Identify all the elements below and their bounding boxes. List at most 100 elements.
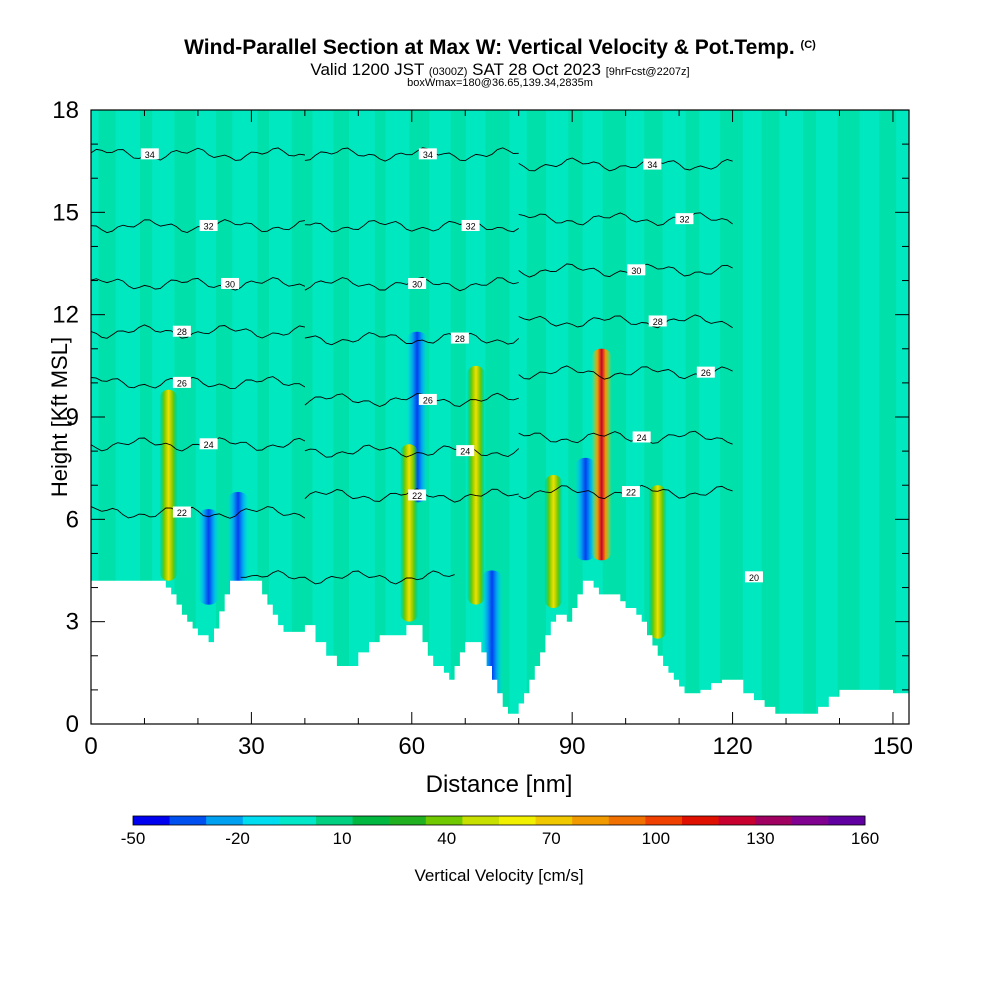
isentrope-34 (91, 147, 305, 161)
weak-updraft-band (526, 110, 546, 724)
updraft-cell (648, 485, 667, 639)
weak-updraft-band (685, 110, 700, 724)
isentrope-28 (91, 324, 305, 339)
weak-updraft-band (761, 110, 780, 724)
colorbar-swatch (425, 816, 463, 825)
chart-title: Wind-Parallel Section at Max W: Vertical… (0, 36, 1000, 60)
isentrope-24 (91, 437, 306, 452)
weak-updraft-band (837, 110, 860, 724)
isentrope-28 (304, 332, 519, 346)
forecast-info: [9hrFcst@2207z] (605, 66, 690, 78)
isentrope-label: 32 (204, 221, 214, 231)
isentrope-label-box (450, 332, 469, 344)
x-tick-label: 60 (398, 733, 425, 760)
isentrope-label: 28 (455, 334, 465, 344)
isentrope-label: 24 (637, 433, 647, 443)
valid-time: Valid 1200 JST (310, 60, 425, 79)
chart-title-text: Wind-Parallel Section at Max W: Vertical… (184, 36, 795, 59)
isentrope-label: 22 (626, 488, 636, 498)
isentrope-label: 34 (647, 160, 657, 170)
copyright-mark: (C) (800, 39, 816, 51)
isentrope-label-box (408, 489, 427, 501)
isentrope-24 (304, 444, 520, 458)
isentrope-label-box (172, 325, 191, 337)
y-tick-label: 12 (52, 302, 79, 329)
colorbar-swatch (755, 816, 793, 825)
downdraft-cell (227, 492, 250, 605)
colorbar-tick-label: 40 (437, 829, 456, 848)
updraft-cell (466, 365, 485, 605)
isentrope-24 (518, 430, 733, 445)
isentrope-label: 28 (177, 327, 187, 337)
isentrope-22 (91, 506, 306, 519)
isentrope-label: 30 (412, 279, 422, 289)
y-tick-label: 0 (66, 711, 79, 738)
colorbar-swatch (352, 816, 390, 825)
isentrope-label-box (744, 571, 763, 583)
isentrope-label-box (643, 158, 662, 170)
isentrope-label-box (621, 486, 640, 498)
isentrope-label: 20 (749, 573, 759, 583)
updraft-cell (544, 474, 563, 609)
y-tick-label: 3 (66, 609, 79, 636)
colorbar-swatch (608, 816, 646, 825)
colorbar-swatch (206, 816, 244, 825)
isentrope-label: 30 (225, 279, 235, 289)
isentrope-label: 28 (653, 317, 663, 327)
colorbar-swatch (828, 816, 866, 825)
colorbar-swatch (499, 816, 537, 825)
isentrope-30 (518, 263, 733, 278)
terrain (91, 580, 909, 724)
isentrope-label: 22 (177, 508, 187, 518)
isentrope-label: 32 (466, 221, 476, 231)
weak-updraft-band (568, 110, 583, 724)
isentrope-label: 34 (145, 150, 155, 160)
isentrope-label-box (199, 219, 218, 231)
isentrope-label: 24 (204, 440, 214, 450)
isentrope-label: 32 (679, 215, 689, 225)
isentrope-label-box (418, 148, 437, 160)
isentrope-label-box (221, 277, 240, 289)
colorbar-tick-label: 130 (746, 829, 774, 848)
isentrope-34 (304, 147, 519, 162)
isentrope-26 (91, 376, 306, 389)
colorbar-swatch (242, 816, 280, 825)
weak-updraft-band (374, 110, 386, 724)
isentrope-26 (304, 392, 519, 407)
weak-updraft-band (98, 110, 116, 724)
isentrope-32 (518, 212, 733, 226)
weak-updraft-band (450, 110, 466, 724)
isentrope-28 (518, 314, 733, 329)
colorbar-swatch (791, 816, 829, 825)
updraft-cell (159, 389, 178, 581)
colorbar-tick-label: 10 (333, 829, 352, 848)
colorbar-swatch (169, 816, 207, 825)
valid-time-utc: (0300Z) (428, 66, 468, 78)
axes: 0 30 60 90 120 150 0 3 6 9 12 15 18 (52, 97, 913, 760)
weak-updraft-band (291, 110, 313, 724)
box-wmax-info: boxWmax=180@36.65,139.34,2835m (407, 77, 593, 89)
downdraft-cell (574, 457, 597, 561)
weak-updraft-band (257, 110, 269, 724)
isentrope-label-box (199, 438, 218, 450)
colorbar-swatch (316, 816, 354, 825)
isentrope-label: 26 (701, 368, 711, 378)
colorbar-tick-label: 100 (642, 829, 670, 848)
isentrope-label: 30 (631, 266, 641, 276)
weak-updraft-band (803, 110, 816, 724)
downdraft-cell (197, 509, 220, 605)
colorbar-swatch (682, 816, 720, 825)
x-tick-label: 0 (84, 733, 97, 760)
x-tick-label: 150 (873, 733, 913, 760)
isentrope-label-box (675, 213, 694, 225)
isentrope-32 (91, 219, 305, 234)
weak-updraft-band (602, 110, 627, 724)
weak-updraft-band (333, 110, 350, 724)
isentrope-label-box (648, 315, 667, 327)
colorbar-label: Vertical Velocity [cm/s] (414, 866, 583, 885)
y-tick-label: 6 (66, 506, 79, 533)
isentrope-34 (518, 157, 733, 172)
colorbar-swatch (389, 816, 427, 825)
colorbar-swatch (572, 816, 610, 825)
